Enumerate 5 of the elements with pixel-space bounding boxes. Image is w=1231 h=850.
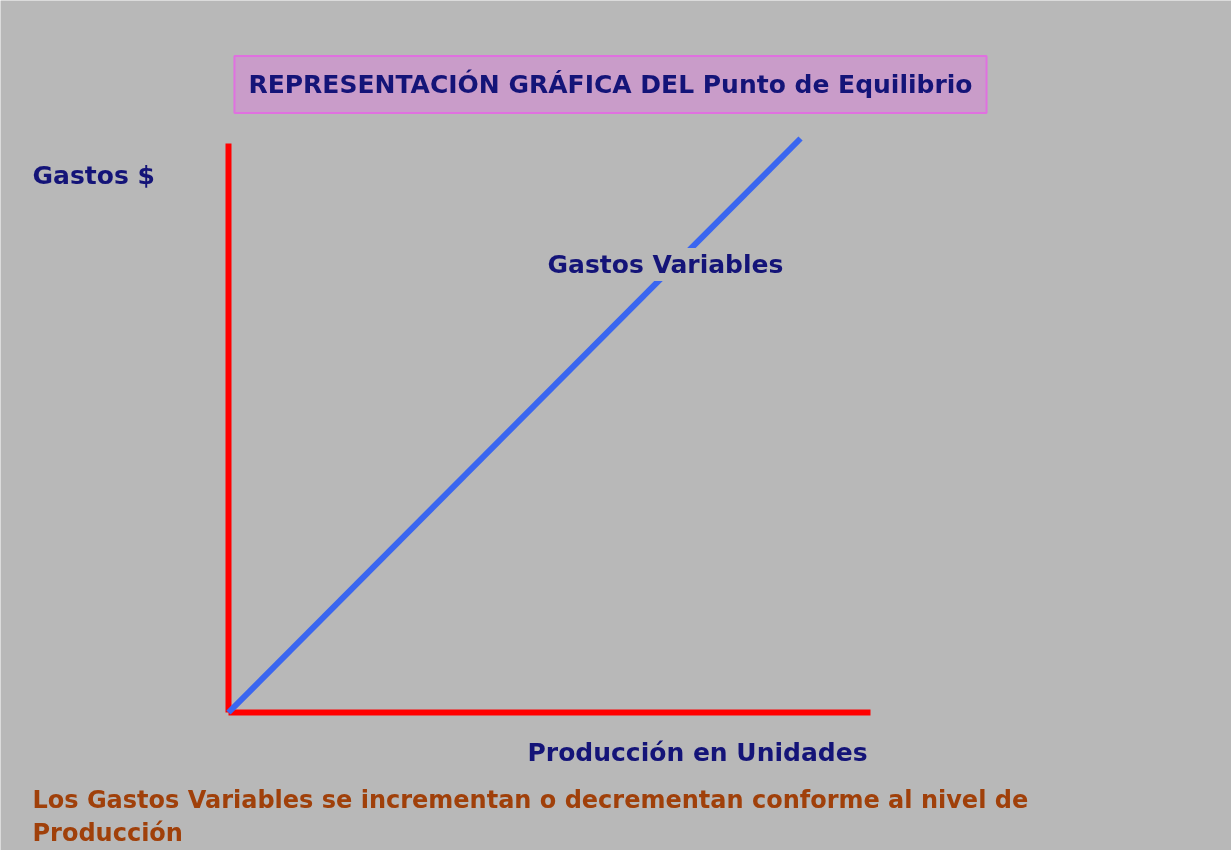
chart-title: REPRESENTACIÓN GRÁFICA DEL Punto de Equilibrio xyxy=(248,69,973,99)
text: Los Gastos Variables se incrementan o decrementan conforme al nivel de Producción xyxy=(32,785,1029,848)
y-axis-title: Gastos $ xyxy=(32,161,155,190)
x-axis-title: Producción en Unidades xyxy=(527,738,868,767)
series-label: Gastos Variables xyxy=(547,250,784,279)
